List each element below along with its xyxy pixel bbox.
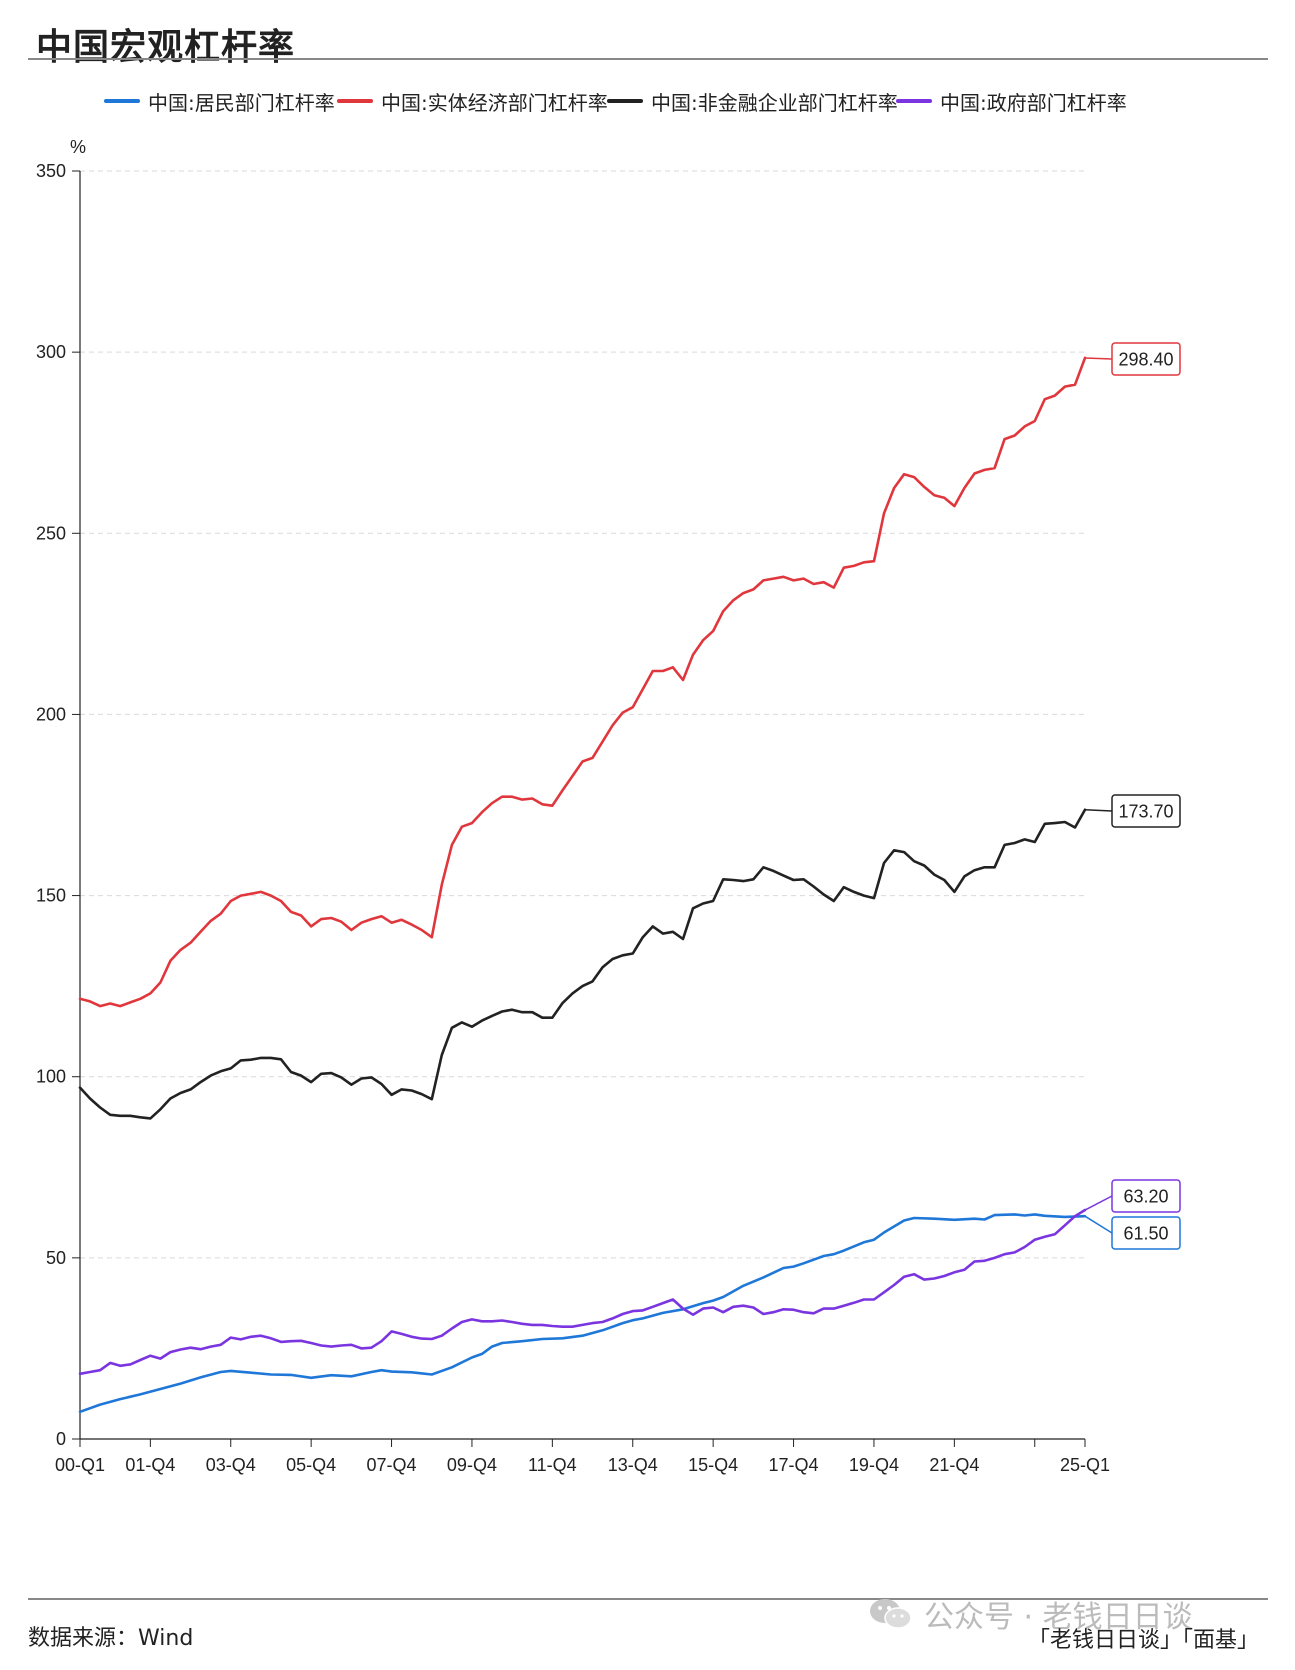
end-label-leader-nonfinancial-corp: [1084, 808, 1113, 812]
y-tick-label-300: 300: [36, 342, 66, 362]
x-tick-label-11-Q4: 11-Q4: [528, 1455, 577, 1475]
legend-item-nonfinancial-corp[interactable]: 中国:非金融企业部门杠杆率: [607, 86, 898, 116]
legend-label-real-economy: 中国:实体经济部门杠杆率: [381, 90, 608, 115]
series-line-nonfinancial-corp[interactable]: [78, 808, 1087, 1120]
x-tick-label-09-Q4: 09-Q4: [447, 1455, 497, 1475]
x-tick-label-13-Q4: 13-Q4: [608, 1455, 658, 1475]
x-tick-label-17-Q4: 17-Q4: [769, 1455, 819, 1475]
y-tick-label-350: 350: [36, 161, 66, 181]
y-tick-label-50: 50: [46, 1248, 66, 1268]
legend-swatch-household: [104, 99, 140, 103]
data-source-note: 数据来源：Wind: [28, 1626, 194, 1651]
series-line-government[interactable]: [78, 1208, 1087, 1376]
watermark: 公众号 · 老钱日日谈: [868, 1592, 1193, 1636]
legend-item-government[interactable]: 中国:政府部门杠杆率: [896, 86, 1127, 116]
y-tick-label-150: 150: [36, 886, 66, 906]
y-tick-label-0: 0: [56, 1429, 66, 1449]
end-label-leader-household: [1084, 1215, 1113, 1234]
end-label-leader-real-economy: [1084, 357, 1113, 360]
x-tick-label-00-Q1: 00-Q1: [55, 1455, 105, 1475]
x-tick-label-01-Q4: 01-Q4: [125, 1455, 175, 1475]
brand-footer: 「老钱日日谈」「面基」: [1028, 1628, 1260, 1653]
legend-swatch-government: [896, 99, 932, 103]
watermark-text: 公众号 · 老钱日日谈: [924, 1600, 1193, 1635]
legend-swatch-nonfinancial-corp: [607, 99, 643, 103]
page-title: 中国宏观杠杆率: [36, 27, 296, 68]
legend-item-real-economy[interactable]: 中国:实体经济部门杠杆率: [337, 86, 608, 116]
y-tick-label-250: 250: [36, 523, 66, 543]
x-tick-label-03-Q4: 03-Q4: [206, 1455, 256, 1475]
end-label-box-household: [1111, 1216, 1181, 1250]
series-line-real-economy[interactable]: [78, 356, 1087, 1008]
x-tick-label-05-Q4: 05-Q4: [286, 1455, 336, 1475]
x-tick-label-07-Q4: 07-Q4: [367, 1455, 417, 1475]
end-label-box-real-economy: [1111, 342, 1181, 376]
legend-label-government: 中国:政府部门杠杆率: [940, 90, 1127, 115]
wechat-icon: [870, 1599, 912, 1629]
title-divider: [28, 58, 1268, 60]
x-tick-label-21-Q4: 21-Q4: [929, 1455, 979, 1475]
y-tick-label-200: 200: [36, 704, 66, 724]
end-label-leader-government: [1084, 1195, 1113, 1211]
x-tick-label-15-Q4: 15-Q4: [688, 1455, 738, 1475]
legend-label-household: 中国:居民部门杠杆率: [148, 90, 335, 115]
end-label-government: 63.20: [1123, 1187, 1168, 1207]
end-label-real-economy: 298.40: [1118, 350, 1173, 370]
legend-swatch-real-economy: [337, 99, 373, 103]
chart-legend: 中国:居民部门杠杆率 中国:实体经济部门杠杆率 中国:非金融企业部门杠杆率 中国…: [0, 86, 1295, 116]
footer-divider: [28, 1598, 1268, 1600]
legend-label-nonfinancial-corp: 中国:非金融企业部门杠杆率: [651, 90, 898, 115]
series-line-household[interactable]: [78, 1213, 1087, 1414]
y-axis-unit: %: [70, 137, 86, 157]
end-label-box-nonfinancial-corp: [1111, 794, 1181, 828]
end-label-box-government: [1111, 1179, 1181, 1213]
end-label-household: 61.50: [1123, 1224, 1168, 1244]
leverage-line-chart: 0 50 100 150 200 250 300 350% 00-Q1 01-Q4 03-Q4 05-…: [36, 137, 1181, 1475]
y-tick-label-100: 100: [36, 1067, 66, 1087]
x-tick-label-19-Q4: 19-Q4: [849, 1455, 899, 1475]
end-label-nonfinancial-corp: 173.70: [1118, 802, 1173, 822]
x-tick-label-25-Q1: 25-Q1: [1060, 1455, 1110, 1475]
legend-item-household[interactable]: 中国:居民部门杠杆率: [104, 86, 335, 116]
